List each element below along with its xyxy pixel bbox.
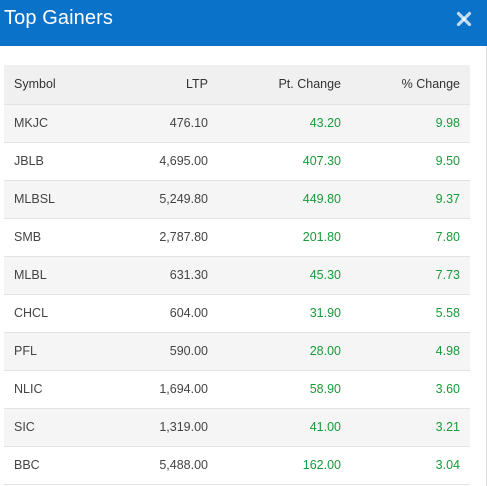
symbol-cell: NLIC [4,370,116,409]
symbol-cell: SMB [4,218,116,257]
pct-change-cell: 3.04 [351,446,470,485]
pt-change-cell: 201.80 [218,218,351,257]
pt-change-cell: 407.30 [218,142,351,181]
pt-change-cell: 43.20 [218,104,351,143]
table-row[interactable]: MLBL 631.30 45.30 7.73 [4,256,470,295]
pct-change-cell: 5.58 [351,294,470,333]
pt-change-cell: 449.80 [218,180,351,219]
ltp-cell: 1,694.00 [116,370,218,409]
pct-change-cell: 9.50 [351,142,470,181]
symbol-cell: JBLB [4,142,116,181]
ltp-cell: 1,319.00 [116,408,218,447]
gainers-table: Symbol LTP Pt. Change % Change MKJC 476.… [4,65,470,485]
ltp-cell: 5,488.00 [116,446,218,485]
ltp-cell: 2,787.80 [116,218,218,257]
dialog-title: Top Gainers [4,7,113,29]
close-icon [456,11,472,27]
symbol-cell: MLBL [4,256,116,295]
table-row[interactable]: MLBSL 5,249.80 449.80 9.37 [4,180,470,219]
table-row[interactable]: NLIC 1,694.00 58.90 3.60 [4,370,470,409]
column-header-symbol[interactable]: Symbol [4,65,116,105]
close-button[interactable] [455,10,473,28]
table-row[interactable]: JBLB 4,695.00 407.30 9.50 [4,142,470,181]
pt-change-cell: 58.90 [218,370,351,409]
column-header-ltp[interactable]: LTP [116,65,218,105]
symbol-cell: PFL [4,332,116,371]
table-row[interactable]: SMB 2,787.80 201.80 7.80 [4,218,470,257]
symbol-cell: SIC [4,408,116,447]
ltp-cell: 631.30 [116,256,218,295]
table-row[interactable]: PFL 590.00 28.00 4.98 [4,332,470,371]
pt-change-cell: 162.00 [218,446,351,485]
pt-change-cell: 41.00 [218,408,351,447]
symbol-cell: MLBSL [4,180,116,219]
ltp-cell: 590.00 [116,332,218,371]
table-row[interactable]: SIC 1,319.00 41.00 3.21 [4,408,470,447]
table-row[interactable]: CHCL 604.00 31.90 5.58 [4,294,470,333]
column-header-pt-change[interactable]: Pt. Change [218,65,351,105]
pct-change-cell: 9.98 [351,104,470,143]
pct-change-cell: 9.37 [351,180,470,219]
pct-change-cell: 3.60 [351,370,470,409]
gainers-table-container: Symbol LTP Pt. Change % Change MKJC 476.… [4,65,470,485]
ltp-cell: 4,695.00 [116,142,218,181]
pt-change-cell: 31.90 [218,294,351,333]
pct-change-cell: 7.80 [351,218,470,257]
dialog-header: Top Gainers [0,0,487,46]
pct-change-cell: 7.73 [351,256,470,295]
ltp-cell: 5,249.80 [116,180,218,219]
table-row[interactable]: BBC 5,488.00 162.00 3.04 [4,446,470,485]
pt-change-cell: 28.00 [218,332,351,371]
table-row[interactable]: MKJC 476.10 43.20 9.98 [4,104,470,143]
table-header-row: Symbol LTP Pt. Change % Change [4,65,470,105]
pct-change-cell: 4.98 [351,332,470,371]
pct-change-cell: 3.21 [351,408,470,447]
column-header-pct-change[interactable]: % Change [351,65,470,105]
symbol-cell: CHCL [4,294,116,333]
ltp-cell: 604.00 [116,294,218,333]
symbol-cell: BBC [4,446,116,485]
symbol-cell: MKJC [4,104,116,143]
ltp-cell: 476.10 [116,104,218,143]
pt-change-cell: 45.30 [218,256,351,295]
